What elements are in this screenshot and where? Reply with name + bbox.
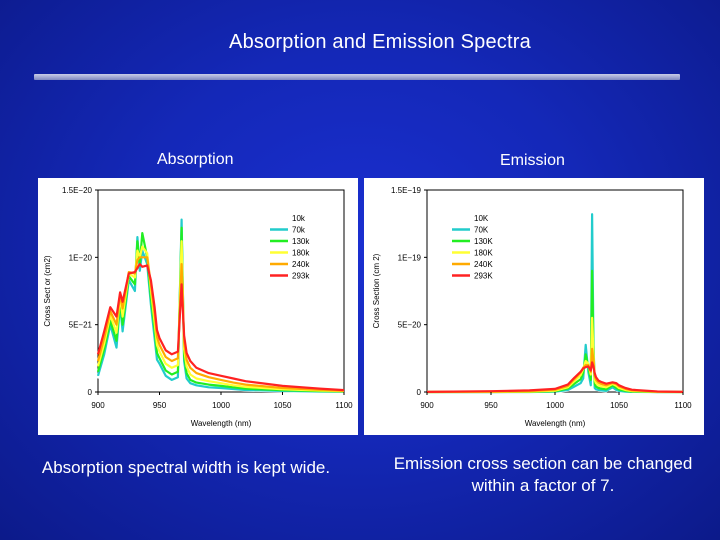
x-axis-label: Wavelength (nm)	[191, 419, 252, 428]
legend-label-70K: 70K	[474, 226, 489, 235]
y-tick-label: 1E−19	[398, 253, 422, 262]
absorption-chart-svg: 900 950 1000 1050 1100 0 5E−21 1E−20 1.5E−20 Wave…	[43, 186, 353, 428]
legend-label-240k: 240k	[292, 260, 310, 269]
emission-panel-label: Emission	[500, 152, 565, 169]
x-tick-label: 1100	[674, 401, 692, 410]
series-line-130k	[96, 226, 345, 393]
emission-chart: 900 950 1000 1050 1100 0 5E−20 1E−19 1.5E−19 Wave…	[364, 178, 704, 435]
x-tick-label: 1000	[546, 401, 564, 410]
series-line-130K	[427, 269, 683, 394]
y-axis-label: Cross Section (cm 2)	[372, 253, 381, 328]
slide-title: Absorption and Emission Spectra	[229, 31, 531, 53]
y-axis-label: Cross Sect or (cm2)	[43, 255, 52, 326]
legend-label-130k: 130k	[292, 237, 310, 246]
y-tick-label: 1.5E−19	[391, 186, 422, 195]
y-tick-label: 1.5E−20	[62, 186, 93, 195]
x-tick-label: 950	[153, 401, 167, 410]
x-axis-label: Wavelength (nm)	[525, 419, 586, 428]
y-tick-label: 0	[88, 388, 93, 397]
legend-label-180k: 180k	[292, 249, 310, 258]
series-line-240k	[96, 256, 345, 392]
series-line-240K	[426, 347, 684, 394]
series-line-180k	[96, 240, 345, 393]
emission-chart-svg: 900 950 1000 1050 1100 0 5E−20 1E−19 1.5E−19 Wave…	[372, 186, 692, 428]
absorption-chart: 900 950 1000 1050 1100 0 5E−21 1E−20 1.5E−20 Wave…	[38, 178, 358, 435]
x-tick-label: 950	[484, 401, 498, 410]
y-tick-label: 5E−21	[69, 321, 93, 330]
emission-caption-line-2: within a factor of 7.	[471, 476, 615, 495]
series-line-180K	[426, 316, 684, 394]
x-tick-label: 900	[91, 401, 105, 410]
series-line-10k	[96, 213, 345, 393]
absorption-panel-label: Absorption	[157, 151, 234, 168]
legend-label-10K: 10K	[474, 214, 489, 223]
y-tick-label: 0	[417, 388, 422, 397]
x-tick-label: 1050	[610, 401, 628, 410]
emission-caption-line-1: Emission cross section can be changed	[393, 454, 693, 473]
legend-label-240K: 240K	[474, 260, 493, 269]
x-tick-label: 1000	[212, 401, 230, 410]
title-divider	[34, 74, 680, 80]
legend-label-130K: 130K	[474, 237, 493, 246]
emission-caption: Emission cross section can be changed wi…	[366, 453, 720, 497]
y-tick-label: 5E−20	[398, 321, 422, 330]
series-line-70k	[96, 218, 345, 393]
y-tick-label: 1E−20	[69, 253, 93, 262]
x-tick-label: 900	[420, 401, 434, 410]
legend-label-293K: 293K	[474, 272, 493, 281]
series-line-10K	[427, 202, 683, 394]
legend-label-70k: 70k	[292, 226, 306, 235]
legend-label-293k: 293k	[292, 272, 310, 281]
legend-label-180K: 180K	[474, 249, 493, 258]
series-line-293K	[426, 361, 684, 393]
x-tick-label: 1050	[274, 401, 292, 410]
legend-label-10k: 10k	[292, 214, 306, 223]
absorption-caption: Absorption spectral width is kept wide.	[41, 458, 331, 477]
plot-frame	[426, 189, 684, 393]
series-line-293k	[96, 262, 345, 392]
x-tick-label: 1100	[335, 401, 353, 410]
